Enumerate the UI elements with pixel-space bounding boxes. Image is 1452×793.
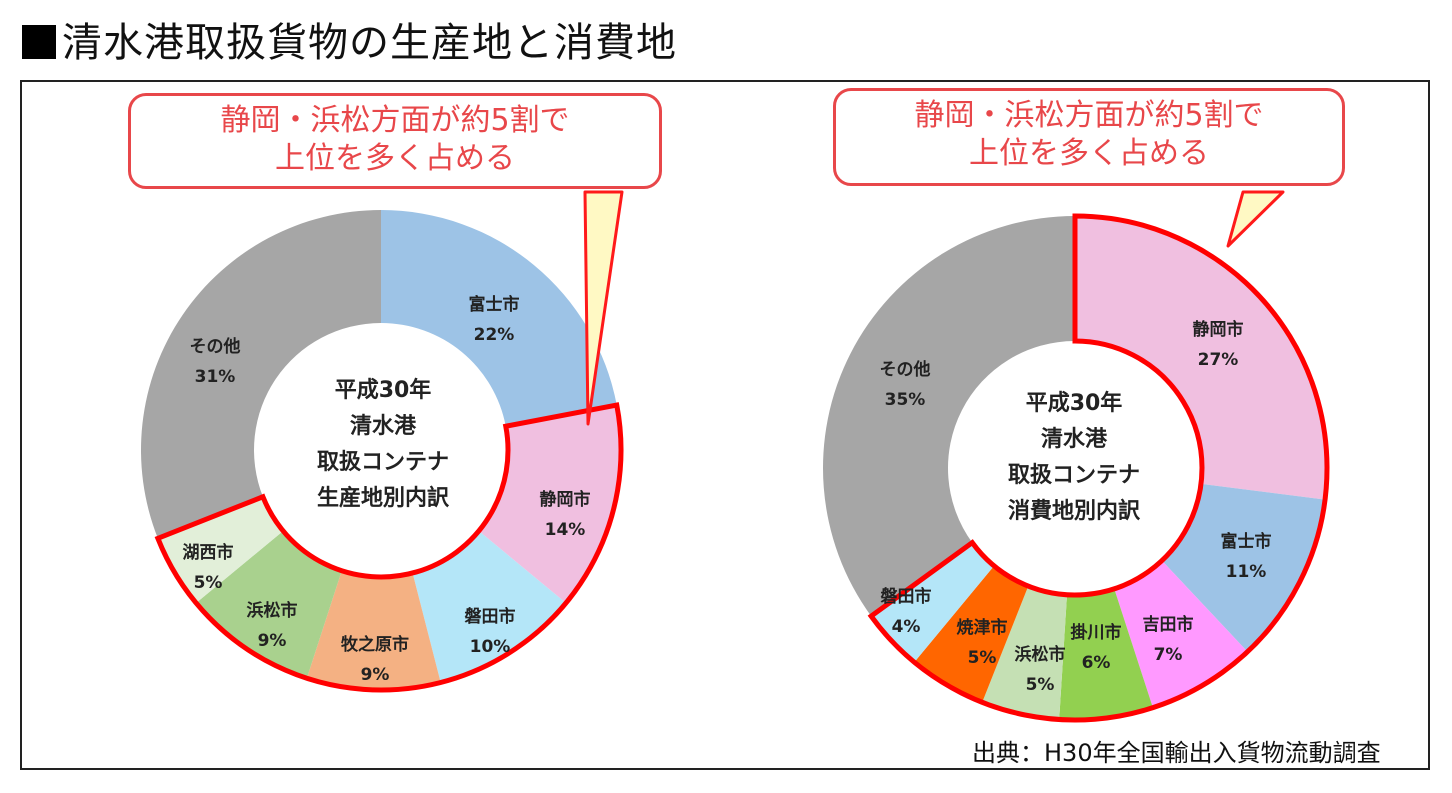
slice-label-name: 吉田市: [1142, 615, 1194, 635]
callout-right-line2: 上位を多く占める: [969, 136, 1209, 171]
center-line: 取扱コンテナ: [1007, 463, 1140, 488]
donut-slice: [478, 405, 621, 603]
slice-label: 牧之原市 9%: [341, 630, 409, 690]
page-title: 清水港取扱貨物の生産地と消費地: [22, 10, 677, 68]
slice-label-name: 牧之原市: [341, 635, 409, 655]
callout-left-line2: 上位を多く占める: [275, 141, 515, 176]
donut-slice: [1075, 216, 1328, 500]
slice-label: 磐田市 10%: [465, 602, 516, 662]
slice-label-value: 22%: [473, 325, 515, 345]
callout-left-line1: 静岡・浜松方面が約5割で: [220, 103, 570, 138]
donut-slice: [412, 530, 566, 683]
donut-chart-consumption: [823, 213, 1330, 723]
slice-label-value: 11%: [1225, 562, 1267, 582]
donut-center-label-left: 平成30年 清水港 取扱コンテナ 生産地別内訳: [273, 373, 493, 517]
center-line: 清水港: [1040, 427, 1107, 452]
square-bullet-icon: [22, 25, 56, 59]
donut-slice: [982, 586, 1068, 720]
callout-right-line1: 静岡・浜松方面が約5割で: [914, 98, 1264, 133]
slice-label: 掛川市 6%: [1071, 618, 1122, 678]
donut-slice: [306, 570, 441, 690]
slice-label: 湖西市 5%: [183, 538, 234, 598]
donut-slice: [914, 565, 1029, 703]
donut-slice: [196, 530, 342, 679]
slice-label-value: 5%: [1025, 675, 1055, 695]
slice-label-name: その他: [879, 360, 931, 380]
donut-slice: [1161, 483, 1326, 652]
slice-label-name: 磐田市: [880, 587, 932, 607]
slice-label: 静岡市 27%: [1193, 315, 1244, 375]
slice-label-value: 7%: [1153, 645, 1183, 665]
donut-chart-production: [140, 210, 624, 693]
center-line: 平成30年: [334, 378, 432, 403]
slice-label: 焼津市 5%: [957, 613, 1008, 673]
slice-label: 富士市 22%: [469, 290, 520, 350]
slice-label-value: 14%: [544, 520, 586, 540]
center-line: 消費地別内訳: [1007, 499, 1140, 524]
slice-label-name: 浜松市: [1014, 645, 1066, 665]
slice-label-name: 掛川市: [1070, 623, 1122, 643]
slice-label-name: 焼津市: [956, 618, 1008, 638]
slice-label: 富士市 11%: [1221, 527, 1272, 587]
slice-label-value: 27%: [1197, 350, 1239, 370]
slice-label: 磐田市 4%: [881, 582, 932, 642]
callout-left: 静岡・浜松方面が約5割で 上位を多く占める: [128, 93, 662, 189]
slice-label-value: 31%: [194, 367, 236, 387]
slice-label-name: 湖西市: [182, 543, 234, 563]
slice-label-name: その他: [189, 337, 241, 357]
slice-label: 静岡市 14%: [540, 485, 591, 545]
slice-label: その他 35%: [880, 355, 931, 415]
center-line: 平成30年: [1025, 391, 1123, 416]
highlight-outline: [154, 402, 624, 693]
center-line: 取扱コンテナ: [316, 450, 449, 475]
slice-label-name: 富士市: [1220, 532, 1272, 552]
slice-label: 浜松市 9%: [247, 596, 298, 656]
slice-label-value: 9%: [360, 665, 390, 685]
slice-label-name: 浜松市: [246, 601, 298, 621]
slice-label: 吉田市 7%: [1143, 610, 1194, 670]
donut-slice: [823, 216, 1075, 617]
donut-slice: [381, 210, 617, 427]
callout-tail-right: [1226, 190, 1285, 248]
center-line: 生産地別内訳: [316, 486, 449, 511]
center-line: 清水港: [349, 414, 416, 439]
slice-label-name: 静岡市: [539, 490, 591, 510]
donut-slice: [140, 210, 381, 539]
slice-label-value: 10%: [469, 637, 511, 657]
slice-label: その他 31%: [190, 332, 241, 392]
slice-label-name: 静岡市: [1192, 320, 1244, 340]
donut-center-label-right: 平成30年 清水港 取扱コンテナ 消費地別内訳: [964, 386, 1184, 530]
donut-slice: [1114, 560, 1248, 708]
slice-label-value: 35%: [884, 390, 926, 410]
slice-label-value: 5%: [193, 573, 223, 593]
slice-label-value: 5%: [967, 648, 997, 668]
slice-label-value: 6%: [1081, 653, 1111, 673]
donut-slice: [1059, 588, 1153, 721]
callout-tail-left: [583, 190, 624, 426]
title-text: 清水港取扱貨物の生産地と消費地: [62, 20, 677, 66]
slice-label-name: 磐田市: [464, 607, 516, 627]
callout-right: 静岡・浜松方面が約5割で 上位を多く占める: [833, 88, 1345, 186]
slice-label-value: 9%: [257, 631, 287, 651]
slice-label: 浜松市 5%: [1015, 640, 1066, 700]
donut-slice: [157, 496, 284, 603]
source-note: 出典：H30年全国輸出入貨物流動調査: [972, 739, 1381, 767]
slice-label-value: 4%: [891, 617, 921, 637]
slice-label-name: 富士市: [468, 295, 520, 315]
donut-slice: [871, 542, 995, 663]
chart-frame: [20, 80, 1430, 770]
highlight-outline: [867, 213, 1330, 723]
